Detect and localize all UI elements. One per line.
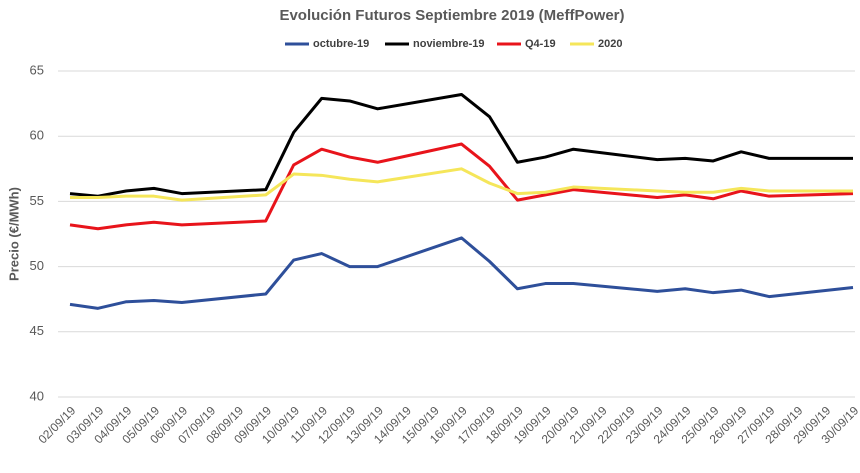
series-line [70,167,853,202]
series-line [69,142,854,231]
y-tick-label: 40 [30,388,44,403]
legend-label: noviembre-19 [413,38,485,50]
y-axis-label: Precio (€/MWh) [6,187,21,281]
legend-label: Q4-19 [525,38,556,50]
legend-label: octubre-19 [313,38,369,50]
y-tick-label: 65 [30,62,44,77]
chart-title: Evolución Futuros Septiembre 2019 (MeffP… [279,7,624,24]
y-tick-label: 45 [30,323,44,338]
y-tick-label: 50 [30,258,44,273]
y-tick-label: 55 [30,193,44,208]
series-line [69,236,854,310]
legend-label: 2020 [598,38,622,50]
y-tick-label: 60 [30,128,44,143]
series-line [69,92,853,198]
